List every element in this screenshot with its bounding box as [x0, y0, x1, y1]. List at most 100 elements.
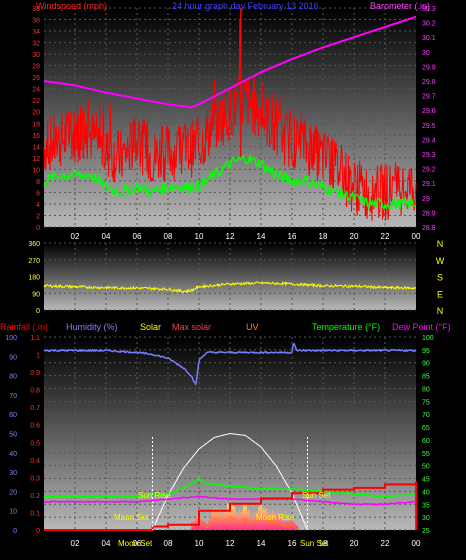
- legend-label: Rainfall (.in): [0, 322, 48, 332]
- wind-x-tick: 02: [71, 232, 80, 241]
- wind-x-tick: 14: [257, 232, 266, 241]
- wind-x-tick: 04: [102, 232, 111, 241]
- barometer-y-tick: 29.1: [422, 181, 436, 188]
- windspeed-axis-label: Windspeed (mph): [36, 1, 107, 11]
- compass-label: E: [437, 289, 443, 299]
- wind-x-tick: 06: [133, 232, 142, 241]
- barometer-y-tick: 29.9: [422, 64, 436, 71]
- barometer-y-tick: 29.4: [422, 137, 436, 144]
- barometer-y-tick: 29.3: [422, 152, 436, 159]
- weather-x-tick: 14: [257, 539, 266, 548]
- humidity-y-tick: 20: [9, 489, 17, 496]
- humidity-y-tick: 40: [9, 451, 17, 458]
- average-wind-line: [43, 155, 417, 211]
- wind-y-tick: 36: [32, 18, 40, 25]
- temperature-y-tick: 100: [422, 335, 434, 342]
- temperature-y-tick: 90: [422, 361, 430, 368]
- temperature-line: [43, 476, 417, 499]
- sun-moon-annotation: Sun Set: [302, 491, 331, 500]
- wind-x-tick: 08: [164, 232, 173, 241]
- wind-y-tick: 20: [32, 110, 40, 117]
- temperature-y-tick: 35: [422, 502, 430, 509]
- wind-y-tick: 24: [32, 87, 40, 94]
- temperature-y-tick: 55: [422, 451, 430, 458]
- wind-y-tick: 6: [36, 190, 40, 197]
- wind-y-tick: 38: [32, 6, 40, 13]
- barometer-y-tick: 30.1: [422, 35, 436, 42]
- barometer-y-tick: 29.2: [422, 167, 436, 174]
- direction-y-tick: 270: [28, 258, 40, 265]
- humidity-y-tick: 80: [9, 374, 17, 381]
- barometer-y-tick: 28.9: [422, 210, 436, 217]
- sun-moon-annotation: Sun Set: [300, 539, 329, 548]
- barometer-y-tick: 30.3: [422, 6, 436, 13]
- wind-y-tick: 2: [36, 213, 40, 220]
- sun-moon-annotation: Moon Set: [118, 539, 153, 548]
- humidity-y-tick: 0: [13, 528, 17, 535]
- temperature-y-tick: 65: [422, 425, 430, 432]
- legend-label: Humidity (%): [66, 322, 118, 332]
- temperature-y-tick: 60: [422, 438, 430, 445]
- rainfall-line: [44, 481, 418, 531]
- sun-moon-annotation: Sun Rise: [138, 491, 171, 500]
- wind-y-tick: 0: [36, 225, 40, 232]
- temperature-y-tick: 80: [422, 386, 430, 393]
- barometer-y-tick: 28.8: [422, 225, 436, 232]
- rainfall-y-tick: 0.6: [30, 423, 40, 430]
- rainfall-y-tick: 1.1: [30, 335, 40, 342]
- humidity-y-tick: 50: [9, 432, 17, 439]
- weather-x-tick: 04: [102, 539, 111, 548]
- wind-y-tick: 28: [32, 64, 40, 71]
- rainfall-y-tick: 0.3: [30, 475, 40, 482]
- weather-x-tick: 20: [350, 539, 359, 548]
- weather-x-tick: 22: [381, 539, 390, 548]
- wind-x-tick: 00: [412, 232, 421, 241]
- temperature-y-tick: 25: [422, 528, 430, 535]
- rainfall-y-tick: 0.9: [30, 370, 40, 377]
- barometer-y-tick: 29: [422, 196, 430, 203]
- legend-label: Max solar: [172, 322, 211, 332]
- sun-moon-annotation: Moon Rise: [256, 513, 295, 522]
- temperature-y-tick: 40: [422, 489, 430, 496]
- weather-x-tick: 16: [288, 539, 297, 548]
- humidity-y-tick: 30: [9, 470, 17, 477]
- chart-title: 24 hour graph day February 13 2016: [172, 1, 319, 11]
- weather-x-tick: 18: [319, 539, 328, 548]
- wind-y-tick: 16: [32, 133, 40, 140]
- direction-y-tick: 0: [36, 308, 40, 315]
- legend-label: Solar: [140, 322, 161, 332]
- temperature-y-tick: 75: [422, 399, 430, 406]
- data-series: [43, 8, 418, 531]
- barometer-y-tick: 29.5: [422, 123, 436, 130]
- wind-y-tick: 14: [32, 144, 40, 151]
- max-solar-curve: [152, 432, 308, 531]
- weather-x-tick: 00: [412, 539, 421, 548]
- rainfall-y-tick: 0.8: [30, 388, 40, 395]
- wind-y-tick: 22: [32, 98, 40, 105]
- dew-point-line: [43, 495, 417, 506]
- humidity-y-tick: 10: [9, 509, 17, 516]
- legend-label: Dew Point (°F): [392, 322, 451, 332]
- rainfall-y-tick: 0.7: [30, 405, 40, 412]
- wind-y-tick: 12: [32, 156, 40, 163]
- wind-y-tick: 32: [32, 41, 40, 48]
- uv-line: [190, 515, 301, 531]
- wind-y-tick: 8: [36, 179, 40, 186]
- humidity-y-tick: 60: [9, 412, 17, 419]
- direction-y-tick: 360: [28, 241, 40, 248]
- wind-x-tick: 18: [319, 232, 328, 241]
- wind-y-tick: 34: [32, 29, 40, 36]
- wind-y-tick: 26: [32, 75, 40, 82]
- temperature-y-tick: 50: [422, 464, 430, 471]
- wind-direction-line: [43, 280, 417, 294]
- wind-x-tick: 16: [288, 232, 297, 241]
- compass-label: W: [436, 256, 445, 266]
- compass-label: S: [437, 273, 443, 283]
- barometer-y-tick: 30: [422, 50, 430, 57]
- compass-label: N: [437, 239, 444, 249]
- barometer-y-tick: 29.6: [422, 108, 436, 115]
- temperature-y-tick: 45: [422, 477, 430, 484]
- rainfall-y-tick: 0.4: [30, 458, 40, 465]
- legend-label: Temperature (°F): [312, 322, 380, 332]
